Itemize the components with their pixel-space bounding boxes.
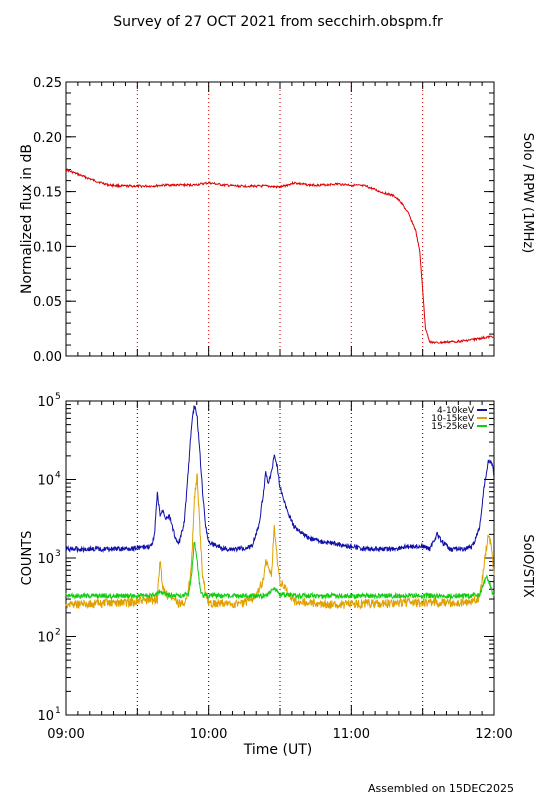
bottom-y-axis-label: COUNTS bbox=[20, 531, 35, 586]
top-y-axis-label: Normalized flux in dB bbox=[19, 144, 35, 294]
top-y-tick-label: 0.00 bbox=[33, 350, 62, 365]
legend-label: 4-10keV bbox=[437, 406, 475, 416]
top-right-label: Solo / RPW (1MHz) bbox=[520, 133, 535, 254]
bottom-y-tick-label: 10 bbox=[37, 395, 54, 410]
x-tick-label: 12:00 bbox=[475, 727, 512, 742]
bottom-y-tick-exponent: 1 bbox=[55, 706, 61, 716]
top-y-tick-label: 0.15 bbox=[33, 186, 62, 201]
legend-label: 10-15keV bbox=[431, 414, 475, 424]
bottom-y-tick-label: 10 bbox=[37, 631, 54, 646]
stix-series-4-10keV bbox=[65, 405, 495, 554]
bottom-y-tick-label: 10 bbox=[37, 709, 54, 724]
bottom-right-label: SolO/STIX bbox=[520, 534, 535, 597]
x-axis-label: Time (UT) bbox=[243, 742, 312, 758]
x-tick-label: 11:00 bbox=[333, 727, 370, 742]
footer-assembled: Assembled on 15DEC2025 bbox=[368, 782, 514, 795]
top-y-tick-label: 0.25 bbox=[33, 76, 62, 91]
stix-series-15-25keV bbox=[65, 541, 495, 601]
legend-label: 15-25keV bbox=[431, 422, 475, 432]
bottom-y-tick-exponent: 5 bbox=[55, 392, 61, 402]
x-tick-label: 10:00 bbox=[190, 727, 227, 742]
bottom-y-tick-exponent: 3 bbox=[55, 549, 61, 559]
bottom-y-tick-exponent: 4 bbox=[55, 471, 61, 481]
top-panel-rpw: 0.00 0.05 0.10 0.15 0.20 0.25 Normalized flux… bbox=[19, 76, 535, 365]
chart-title: Survey of 27 OCT 2021 from secchirh.obsp… bbox=[113, 14, 443, 30]
x-tick-label: 09:00 bbox=[47, 727, 84, 742]
top-y-tick-label: 0.05 bbox=[33, 295, 62, 310]
bottom-y-tick-label: 10 bbox=[37, 474, 54, 489]
bottom-y-tick-label: 10 bbox=[37, 552, 54, 567]
bottom-y-tick-exponent: 2 bbox=[55, 628, 61, 638]
stix-series-10-15keV bbox=[65, 473, 495, 610]
top-y-tick-label: 0.10 bbox=[33, 240, 62, 255]
top-y-tick-label: 0.20 bbox=[33, 131, 62, 146]
rpw-flux-line bbox=[65, 168, 495, 345]
